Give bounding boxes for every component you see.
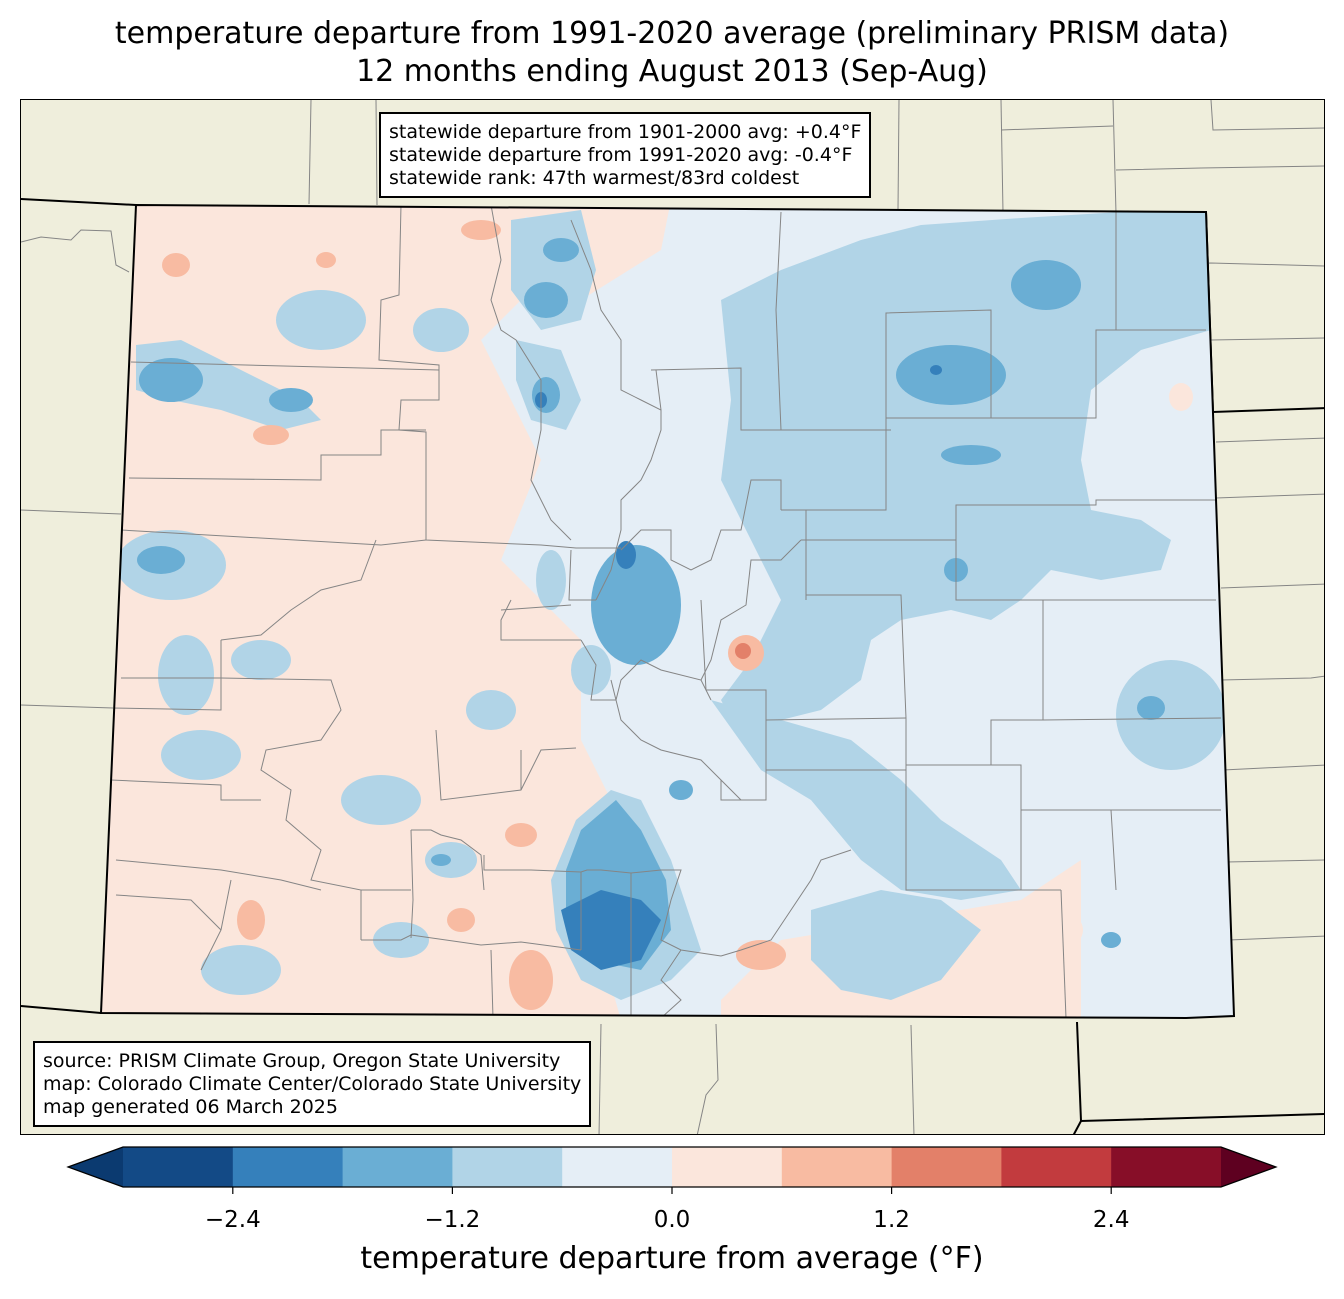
- colorado-temperature-map: [21, 100, 1324, 1134]
- credits-source: source: PRISM Climate Group, Oregon Stat…: [43, 1050, 561, 1072]
- colorbar-bin: [452, 1147, 563, 1187]
- colorbar-ticks: [232, 1187, 1112, 1194]
- credits-map: map: Colorado Climate Center/Colorado St…: [43, 1073, 582, 1095]
- stats-departure-1991-2020: statewide departure from 1991-2020 avg: …: [389, 144, 853, 166]
- colorbar: [66, 1146, 1278, 1194]
- map-title-line-1: temperature departure from 1991-2020 ave…: [114, 16, 1230, 51]
- stats-departure-1901-2000: statewide departure from 1901-2000 avg: …: [389, 121, 862, 143]
- colorbar-tick-label: 2.4: [1092, 1207, 1130, 1233]
- colorbar-under-arrow: [68, 1147, 123, 1187]
- colorbar-bin: [1111, 1147, 1222, 1187]
- colorbar-bins: [66, 1146, 1278, 1188]
- credits-box: source: PRISM Climate Group, Oregon Stat…: [33, 1041, 592, 1127]
- stats-rank: statewide rank: 47th warmest/83rd coldes…: [389, 167, 800, 189]
- map-panel: statewide departure from 1901-2000 avg: …: [20, 99, 1325, 1135]
- neighbor-county-lines: [21, 100, 1324, 1134]
- statewide-stats-box: statewide departure from 1901-2000 avg: …: [379, 112, 872, 198]
- colorbar-bin: [672, 1147, 783, 1187]
- colorbar-tick-label: −2.4: [204, 1207, 261, 1233]
- credits-generated: map generated 06 March 2025: [43, 1096, 338, 1118]
- temperature-departure-field: [101, 205, 1234, 1018]
- colorbar-bin: [232, 1147, 344, 1187]
- colorbar-bin: [342, 1147, 453, 1187]
- colorado-state-border: [99, 203, 1236, 1020]
- colorbar-tick-label: 0.0: [653, 1207, 691, 1233]
- colorbar-bin: [891, 1147, 1002, 1187]
- colorbar-outline: [66, 1146, 1278, 1188]
- colorbar-label: temperature departure from average (°F): [360, 1241, 984, 1276]
- colorbar-bin: [562, 1147, 673, 1187]
- colorbar-over-arrow: [1221, 1147, 1276, 1187]
- colorbar-tick-label: 1.2: [873, 1207, 910, 1233]
- colorado-county-lines: [110, 205, 1222, 1018]
- map-title-line-2: 12 months ending August 2013 (Sep-Aug): [356, 54, 988, 89]
- colorbar-bin: [781, 1147, 893, 1187]
- colorbar-bin: [123, 1147, 234, 1187]
- colorbar-tick-label: −1.2: [424, 1207, 481, 1233]
- colorbar-bin: [1001, 1147, 1112, 1187]
